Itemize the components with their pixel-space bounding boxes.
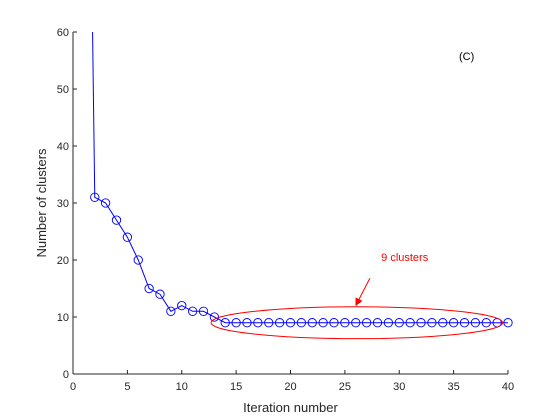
panel-label: (C) <box>459 51 474 63</box>
y-tick-label: 60 <box>57 27 69 39</box>
x-tick-label: 30 <box>393 381 405 393</box>
x-tick-label: 15 <box>230 381 242 393</box>
x-tick-label: 5 <box>124 381 130 393</box>
x-tick-label: 35 <box>448 381 460 393</box>
x-tick-label: 20 <box>284 381 296 393</box>
y-tick-label: 0 <box>63 369 69 381</box>
y-tick-label: 30 <box>57 198 69 210</box>
y-tick-label: 50 <box>57 84 69 96</box>
y-tick-label: 10 <box>57 312 69 324</box>
x-tick-label: 40 <box>502 381 514 393</box>
x-tick-label: 0 <box>70 381 76 393</box>
x-tick-label: 10 <box>176 381 188 393</box>
y-tick-label: 20 <box>57 255 69 267</box>
annotation-text: 9 clusters <box>381 252 429 264</box>
x-axis-label: Iteration number <box>243 400 338 415</box>
x-tick-label: 25 <box>339 381 351 393</box>
y-tick-label: 40 <box>57 141 69 153</box>
y-axis-label: Number of clusters <box>34 148 49 258</box>
